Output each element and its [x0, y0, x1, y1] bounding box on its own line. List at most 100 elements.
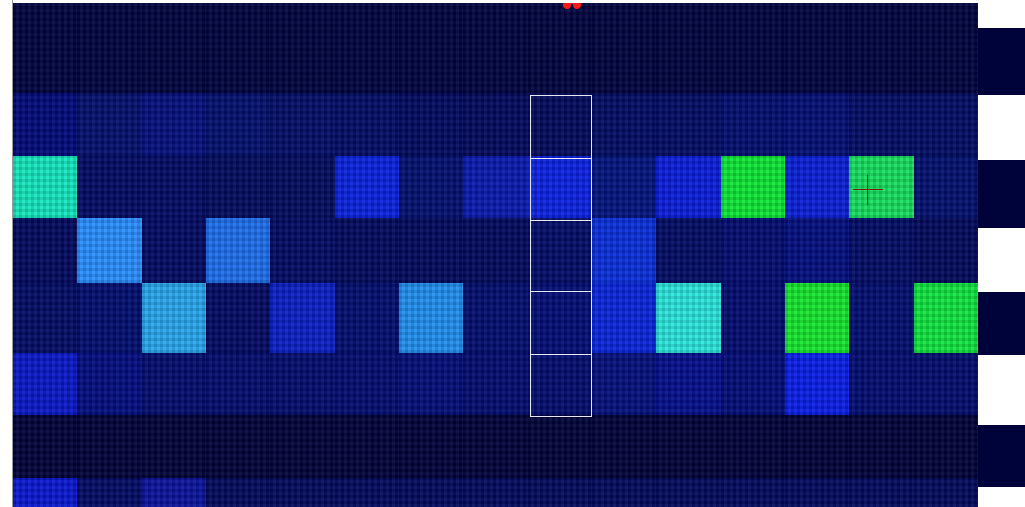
heatmap-cell[interactable] [77, 478, 143, 507]
heatmap-cell[interactable] [270, 478, 336, 507]
heatmap-cell[interactable] [334, 353, 400, 415]
heatmap-cell[interactable] [206, 353, 271, 415]
heatmap-viewer[interactable] [13, 3, 978, 507]
heatmap-cell[interactable] [592, 218, 657, 283]
heatmap-cell[interactable] [334, 93, 400, 156]
heatmap-cell[interactable] [399, 218, 464, 283]
heatmap-cell[interactable] [720, 156, 786, 218]
heatmap-cell[interactable] [785, 218, 850, 283]
heatmap-cell[interactable] [463, 3, 529, 93]
heatmap-cell[interactable] [77, 218, 143, 283]
heatmap-cell[interactable] [785, 478, 850, 507]
heatmap-cell[interactable] [13, 353, 78, 415]
heatmap-cell[interactable] [849, 415, 915, 478]
selection-box-5[interactable] [530, 354, 592, 417]
heatmap-cell[interactable] [141, 156, 207, 218]
heatmap-cell[interactable] [399, 93, 464, 156]
heatmap-cell[interactable] [141, 3, 207, 93]
heatmap-cell[interactable] [77, 415, 143, 478]
heatmap-cell[interactable] [270, 156, 336, 218]
heatmap-cell[interactable] [206, 3, 271, 93]
heatmap-cell[interactable] [77, 3, 143, 93]
heatmap-cell[interactable] [592, 3, 657, 93]
heatmap-cell[interactable] [270, 283, 336, 353]
heatmap-cell[interactable] [849, 218, 915, 283]
heatmap-cell[interactable] [399, 3, 464, 93]
heatmap-cell[interactable] [13, 3, 78, 93]
heatmap-cell[interactable] [656, 3, 722, 93]
heatmap-cell[interactable] [785, 283, 850, 353]
heatmap-cell[interactable] [785, 93, 850, 156]
heatmap-cell[interactable] [270, 218, 336, 283]
heatmap-cell[interactable] [206, 218, 271, 283]
heatmap-cell[interactable] [592, 353, 657, 415]
heatmap-cell[interactable] [334, 218, 400, 283]
heatmap-cell[interactable] [77, 353, 143, 415]
heatmap-cell[interactable] [13, 218, 78, 283]
heatmap-cell[interactable] [849, 3, 915, 93]
heatmap-cell[interactable] [720, 3, 786, 93]
heatmap-cell[interactable] [141, 353, 207, 415]
heatmap-cell[interactable] [463, 478, 529, 507]
heatmap-cell[interactable] [399, 478, 464, 507]
heatmap-cell[interactable] [13, 283, 78, 353]
heatmap-cell[interactable] [656, 283, 722, 353]
heatmap-cell[interactable] [656, 156, 722, 218]
heatmap-cell[interactable] [785, 415, 850, 478]
heatmap-cell[interactable] [399, 353, 464, 415]
heatmap-cell[interactable] [720, 283, 786, 353]
heatmap-cell[interactable] [206, 478, 271, 507]
heatmap-cell[interactable] [141, 415, 207, 478]
heatmap-cell[interactable] [270, 415, 336, 478]
heatmap-cell[interactable] [592, 415, 657, 478]
heatmap-cell[interactable] [785, 156, 850, 218]
heatmap-cell[interactable] [334, 415, 400, 478]
heatmap-cell[interactable] [141, 93, 207, 156]
heatmap-cell[interactable] [399, 156, 464, 218]
heatmap-cell[interactable] [720, 93, 786, 156]
heatmap-cell[interactable] [270, 93, 336, 156]
heatmap-cell[interactable] [913, 415, 978, 478]
heatmap-cell[interactable] [270, 353, 336, 415]
heatmap-cell[interactable] [77, 283, 143, 353]
heatmap-cell[interactable] [206, 283, 271, 353]
heatmap-cell[interactable] [785, 3, 850, 93]
heatmap-cell[interactable] [334, 3, 400, 93]
heatmap-cell[interactable] [720, 478, 786, 507]
heatmap-cell[interactable] [141, 283, 207, 353]
heatmap-cell[interactable] [141, 218, 207, 283]
heatmap-cell[interactable] [592, 283, 657, 353]
selection-box-1[interactable] [530, 95, 592, 159]
selection-box-3[interactable] [530, 220, 592, 292]
heatmap-cell[interactable] [463, 93, 529, 156]
heatmap-cell[interactable] [270, 3, 336, 93]
position-marker-icon[interactable] [563, 3, 581, 9]
heatmap-cell[interactable] [206, 93, 271, 156]
heatmap-cell[interactable] [13, 93, 78, 156]
heatmap-cell[interactable] [913, 93, 978, 156]
heatmap-cell[interactable] [13, 156, 78, 218]
heatmap-cell[interactable] [656, 415, 722, 478]
heatmap-cell[interactable] [720, 218, 786, 283]
heatmap-cell[interactable] [527, 3, 593, 93]
heatmap-cell[interactable] [527, 415, 593, 478]
heatmap-cell[interactable] [206, 415, 271, 478]
heatmap-cell[interactable] [463, 353, 529, 415]
heatmap-cell[interactable] [206, 156, 271, 218]
heatmap-cell[interactable] [592, 93, 657, 156]
heatmap-cell[interactable] [141, 478, 207, 507]
heatmap-cell[interactable] [463, 218, 529, 283]
heatmap-cell[interactable] [785, 353, 850, 415]
heatmap-cell[interactable] [334, 478, 400, 507]
heatmap-cell[interactable] [656, 93, 722, 156]
heatmap-cell[interactable] [656, 478, 722, 507]
heatmap-cell[interactable] [720, 415, 786, 478]
heatmap-cell[interactable] [913, 156, 978, 218]
heatmap-cell[interactable] [77, 93, 143, 156]
heatmap-cell[interactable] [913, 478, 978, 507]
heatmap-cell[interactable] [913, 283, 978, 353]
heatmap-cell[interactable] [13, 478, 78, 507]
heatmap-cell[interactable] [399, 415, 464, 478]
heatmap-cell[interactable] [913, 3, 978, 93]
heatmap-cell[interactable] [592, 156, 657, 218]
